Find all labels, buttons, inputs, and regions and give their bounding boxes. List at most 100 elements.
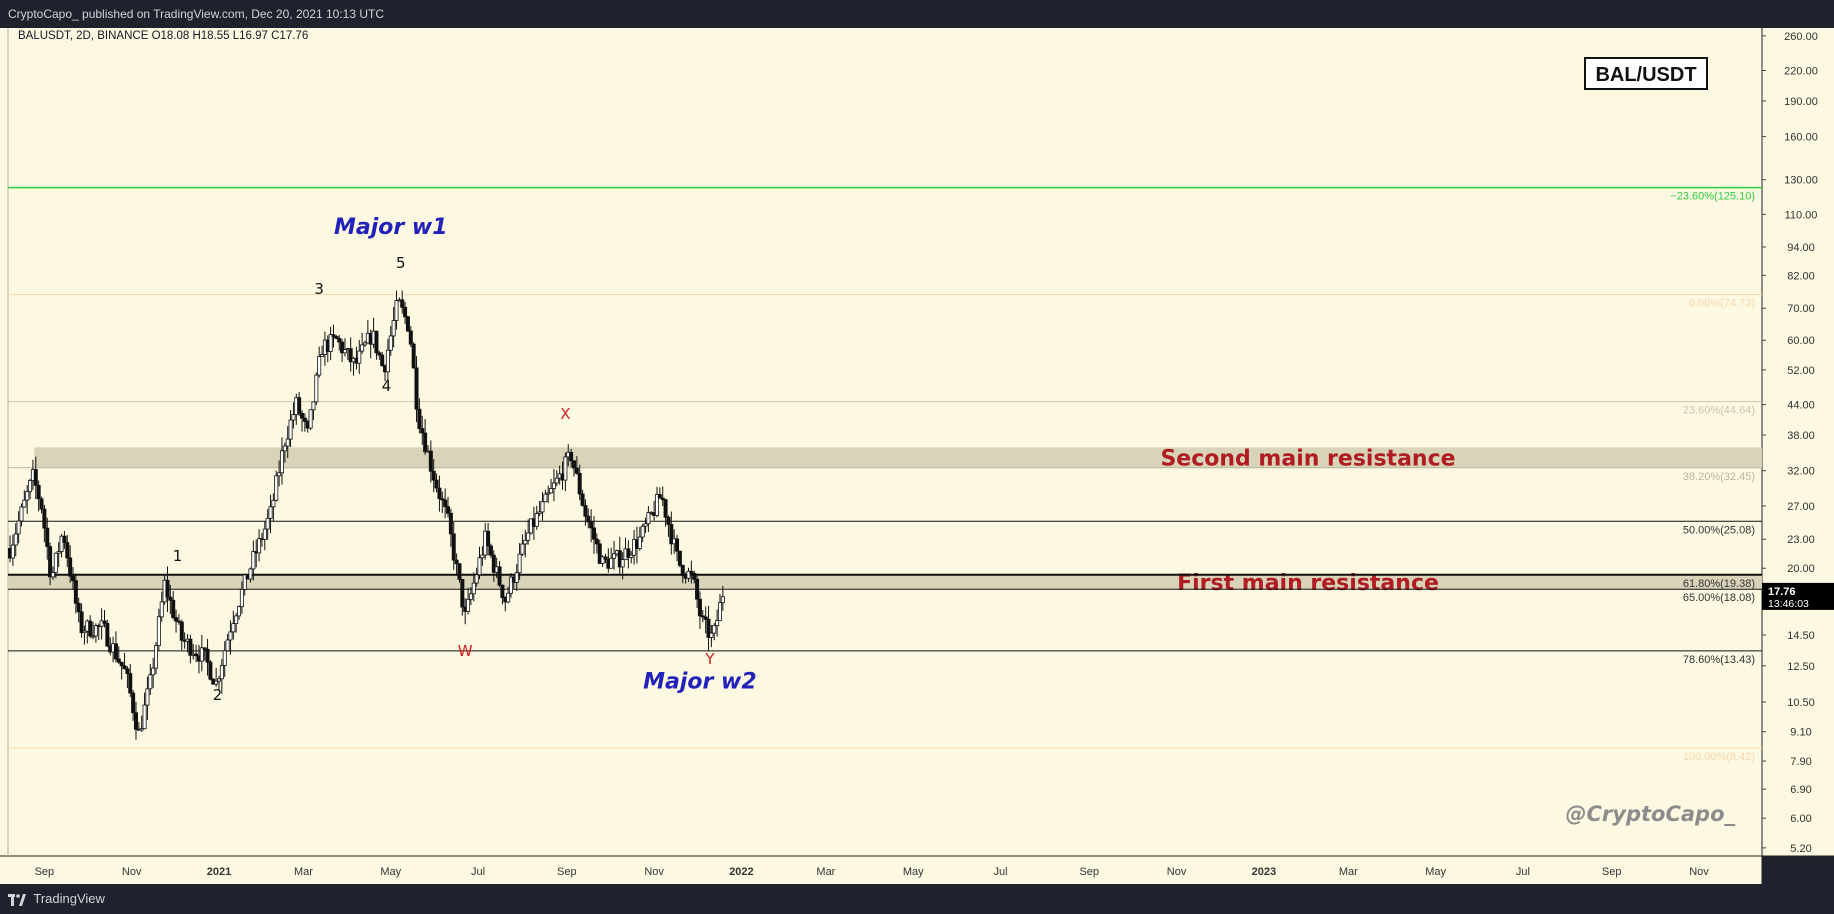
candle [534, 505, 539, 530]
candle-body [434, 479, 439, 489]
price-tick-label: 70.00 [1787, 303, 1815, 315]
candle-body [48, 546, 53, 578]
tradingview-logo-icon[interactable] [8, 893, 26, 906]
wave-label: W [458, 642, 473, 660]
candle [277, 460, 282, 487]
candle [93, 623, 98, 643]
candle [208, 660, 213, 681]
candle [139, 715, 144, 732]
candle [466, 587, 471, 615]
candle-body [53, 552, 58, 574]
candle-body [526, 532, 531, 541]
candle [677, 550, 682, 568]
price-tick-label: 27.00 [1787, 501, 1815, 513]
candle-body [546, 492, 551, 495]
candle [686, 567, 691, 582]
candle-body [534, 513, 539, 527]
candle-body [377, 352, 382, 356]
candle [451, 521, 456, 570]
price-tick-label: 94.00 [1787, 242, 1815, 254]
candle [302, 413, 307, 432]
candle [357, 339, 362, 375]
candle-body [237, 606, 242, 617]
candle [695, 573, 700, 608]
candle-body [194, 653, 199, 657]
candle [663, 498, 668, 527]
time-tick-label: 2021 [207, 866, 231, 878]
candle [10, 534, 15, 566]
candle-body [411, 343, 416, 369]
time-tick-label: 2022 [729, 866, 753, 878]
candle [151, 657, 156, 689]
candle [471, 572, 476, 602]
candle-body [400, 299, 405, 308]
pair-badge: BAL/USDT [1595, 64, 1696, 86]
candle-body [317, 356, 322, 376]
candle [331, 324, 336, 348]
candle [105, 619, 110, 648]
candle [497, 561, 502, 588]
candle-body [420, 428, 425, 434]
candle [551, 469, 556, 502]
candle [334, 335, 339, 340]
candle [506, 586, 511, 604]
price-tick-label: 32.00 [1787, 466, 1815, 478]
footer-brand[interactable]: TradingView [33, 891, 105, 906]
candle [626, 540, 631, 569]
candle [423, 419, 428, 455]
candle-body [692, 572, 697, 580]
price-tick-label: 23.00 [1787, 534, 1815, 546]
candle-body [320, 354, 325, 358]
price-tick-label: 12.50 [1787, 661, 1815, 673]
candle-body [603, 556, 608, 560]
candle [431, 459, 436, 493]
candle-body [271, 499, 276, 508]
candle [680, 564, 685, 584]
candle-body [520, 543, 525, 555]
candle [308, 409, 313, 431]
candle-body [695, 578, 700, 600]
candle-body [133, 712, 138, 730]
time-axis: Sep Nov 2021 Mar May Jul Sep Nov 2022 Mar May Jul Se… [35, 866, 1710, 878]
candle [248, 567, 253, 583]
candle-body [474, 574, 479, 584]
candle [113, 631, 118, 663]
candle [609, 547, 614, 569]
candle [597, 539, 602, 564]
candle-body [609, 557, 614, 569]
candle [228, 620, 233, 655]
wave-label: Y [704, 650, 715, 668]
footer-bar: TradingView [0, 884, 1834, 914]
candle-body [446, 506, 451, 514]
candle [603, 553, 608, 564]
candle [348, 337, 353, 372]
candle-body [131, 692, 136, 714]
candle-body [65, 542, 70, 559]
candle-body [480, 554, 485, 559]
candle [188, 634, 193, 664]
candle [434, 473, 439, 493]
candle-body [454, 559, 459, 565]
candle [239, 581, 244, 614]
candle [703, 606, 708, 634]
candle [50, 566, 55, 580]
candle [122, 652, 127, 670]
candle-body [151, 667, 156, 676]
candle-body [116, 658, 121, 663]
candle [400, 290, 405, 314]
candle [468, 587, 473, 606]
candle-body [508, 576, 513, 594]
candle-body [715, 620, 720, 626]
time-tick-label: May [380, 866, 401, 878]
candle-body [703, 616, 708, 620]
candle-body [265, 517, 270, 530]
candle [33, 456, 38, 500]
candle-body [477, 557, 482, 576]
fib-label: 61.80%(19.38) [1683, 578, 1755, 590]
candle-body [540, 501, 545, 513]
candle-body [208, 661, 213, 680]
candle-body [202, 647, 207, 650]
candle-body [102, 620, 107, 624]
publish-info: CryptoCapo_ published on TradingView.com… [8, 7, 385, 21]
